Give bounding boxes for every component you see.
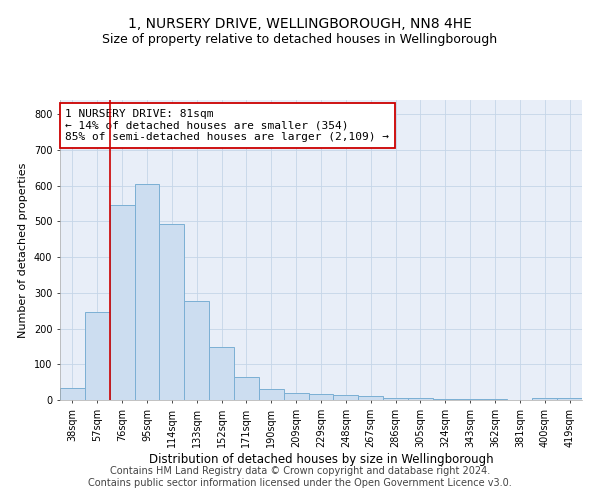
Bar bbox=[557, 398, 582, 400]
Text: 1, NURSERY DRIVE, WELLINGBOROUGH, NN8 4HE: 1, NURSERY DRIVE, WELLINGBOROUGH, NN8 4H… bbox=[128, 18, 472, 32]
Bar bbox=[85, 312, 110, 400]
Bar bbox=[308, 394, 334, 400]
Y-axis label: Number of detached properties: Number of detached properties bbox=[19, 162, 28, 338]
Text: Size of property relative to detached houses in Wellingborough: Size of property relative to detached ho… bbox=[103, 32, 497, 46]
Bar bbox=[433, 398, 458, 400]
Bar bbox=[134, 184, 160, 400]
Bar bbox=[60, 388, 85, 400]
Bar bbox=[458, 399, 482, 400]
Bar bbox=[110, 204, 134, 400]
Bar bbox=[234, 377, 259, 400]
Bar bbox=[160, 224, 184, 400]
Bar bbox=[358, 396, 383, 400]
Bar bbox=[184, 300, 209, 400]
Bar bbox=[284, 393, 308, 400]
Bar bbox=[383, 398, 408, 400]
Text: 1 NURSERY DRIVE: 81sqm
← 14% of detached houses are smaller (354)
85% of semi-de: 1 NURSERY DRIVE: 81sqm ← 14% of detached… bbox=[65, 109, 389, 142]
Bar bbox=[408, 398, 433, 400]
Text: Contains HM Land Registry data © Crown copyright and database right 2024.
Contai: Contains HM Land Registry data © Crown c… bbox=[88, 466, 512, 487]
Bar bbox=[334, 395, 358, 400]
Bar bbox=[532, 398, 557, 400]
Bar bbox=[259, 390, 284, 400]
X-axis label: Distribution of detached houses by size in Wellingborough: Distribution of detached houses by size … bbox=[149, 452, 493, 466]
Bar bbox=[209, 347, 234, 400]
